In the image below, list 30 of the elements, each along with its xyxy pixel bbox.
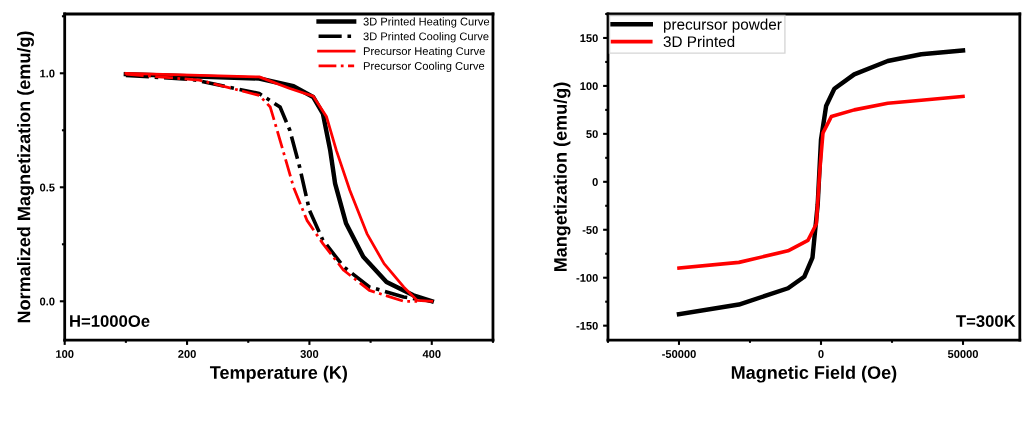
x-tick-label: 300 — [300, 350, 319, 358]
x-tick-label: 0 — [818, 350, 824, 358]
y-tick-label: -150 — [576, 321, 598, 330]
y-tick-label: -50 — [582, 226, 598, 234]
y-axis-title: Normalized Magnetization (emu/g) — [17, 31, 34, 323]
x-axis-title: Magnetic Field (Oe) — [731, 365, 897, 383]
x-tick-label: -50000 — [662, 350, 696, 358]
annotation: T=300K — [956, 315, 1016, 327]
legend-label: 3D Printed — [663, 35, 735, 48]
y-tick-label: 0 — [592, 178, 598, 186]
legend-label: precursor powder — [663, 18, 782, 33]
y-tick-label: 1.0 — [40, 69, 55, 78]
y-tick-label: -100 — [576, 273, 598, 282]
x-tick-label: 100 — [56, 350, 74, 358]
x-axis-title: Temperature (K) — [209, 365, 347, 383]
annotation: H=1000Oe — [70, 315, 150, 327]
line-series — [677, 94, 965, 270]
x-tick-label: 50000 — [947, 350, 978, 358]
y-tick-label: 50 — [586, 130, 598, 138]
y-tick-label: 100 — [580, 82, 598, 91]
y-tick-label: 150 — [580, 34, 598, 43]
x-tick-label: 200 — [178, 350, 196, 358]
legend-label: Precursor Cooling Curve — [363, 61, 485, 73]
legend-label: 3D Printed Heating Curve — [363, 17, 490, 28]
y-axis-title: Mangetization (emu/g) — [553, 82, 571, 272]
x-tick-label: 400 — [422, 350, 441, 358]
legend-label: Precursor Heating Curve — [363, 46, 485, 58]
y-tick-label: 0.5 — [39, 183, 55, 192]
legend-label: 3D Printed Cooling Curve — [363, 32, 489, 43]
y-tick-label: 0.0 — [39, 297, 55, 306]
